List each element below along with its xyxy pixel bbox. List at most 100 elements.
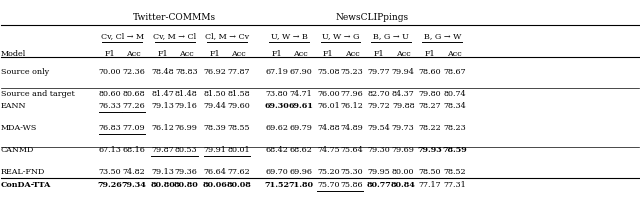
- Text: 75.70: 75.70: [317, 181, 340, 189]
- Text: 81.50: 81.50: [204, 90, 227, 98]
- Text: 80.74: 80.74: [443, 90, 466, 98]
- Text: 80.00: 80.00: [392, 168, 415, 176]
- Text: 78.60: 78.60: [419, 68, 442, 76]
- Text: 80.60: 80.60: [99, 90, 122, 98]
- Text: 79.93: 79.93: [418, 146, 442, 154]
- Text: 77.31: 77.31: [443, 181, 466, 189]
- Text: 78.59: 78.59: [442, 146, 467, 154]
- Text: 67.19: 67.19: [266, 68, 289, 76]
- Text: 80.68: 80.68: [122, 90, 145, 98]
- Text: EANN: EANN: [1, 102, 26, 110]
- Text: 81.48: 81.48: [175, 90, 198, 98]
- Text: Cv, M → Cl: Cv, M → Cl: [153, 32, 196, 40]
- Text: 79.94: 79.94: [392, 68, 415, 76]
- Text: NewsCLIPpings: NewsCLIPpings: [335, 13, 408, 22]
- Text: 79.87: 79.87: [151, 146, 174, 154]
- Text: 79.54: 79.54: [367, 124, 390, 132]
- Text: Source and target: Source and target: [1, 90, 74, 98]
- Text: Acc: Acc: [126, 50, 141, 58]
- Text: F1: F1: [157, 50, 168, 58]
- Text: Acc: Acc: [396, 50, 411, 58]
- Text: Model: Model: [1, 50, 26, 58]
- Text: 76.99: 76.99: [175, 124, 198, 132]
- Text: 79.16: 79.16: [175, 102, 198, 110]
- Text: Acc: Acc: [344, 50, 360, 58]
- Text: Cv, Cl → M: Cv, Cl → M: [100, 32, 144, 40]
- Text: 79.95: 79.95: [367, 168, 390, 176]
- Text: 74.75: 74.75: [317, 146, 340, 154]
- Text: 80.84: 80.84: [391, 181, 415, 189]
- Text: 80.06: 80.06: [203, 181, 227, 189]
- Text: F1: F1: [425, 50, 435, 58]
- Text: 81.47: 81.47: [151, 90, 174, 98]
- Text: 77.96: 77.96: [340, 90, 364, 98]
- Text: 78.23: 78.23: [443, 124, 466, 132]
- Text: 79.26: 79.26: [98, 181, 122, 189]
- Text: F1: F1: [210, 50, 220, 58]
- Text: 78.55: 78.55: [227, 124, 250, 132]
- Text: 69.96: 69.96: [289, 168, 312, 176]
- Text: 76.33: 76.33: [99, 102, 122, 110]
- Text: Source only: Source only: [1, 68, 49, 76]
- Text: 79.77: 79.77: [367, 68, 390, 76]
- Text: U, W → B: U, W → B: [271, 32, 308, 40]
- Text: 77.62: 77.62: [227, 168, 250, 176]
- Text: Acc: Acc: [293, 50, 308, 58]
- Text: 71.52: 71.52: [264, 181, 290, 189]
- Text: B, G → U: B, G → U: [373, 32, 409, 40]
- Text: 73.50: 73.50: [99, 168, 122, 176]
- Text: 75.08: 75.08: [317, 68, 340, 76]
- Text: 80.80: 80.80: [150, 181, 175, 189]
- Text: 76.83: 76.83: [99, 124, 122, 132]
- Text: 74.71: 74.71: [289, 90, 312, 98]
- Text: 76.12: 76.12: [151, 124, 174, 132]
- Text: 70.00: 70.00: [99, 68, 122, 76]
- Text: F1: F1: [323, 50, 333, 58]
- Text: 75.64: 75.64: [340, 146, 364, 154]
- Text: 76.12: 76.12: [340, 102, 364, 110]
- Text: 75.20: 75.20: [317, 168, 340, 176]
- Text: 82.70: 82.70: [367, 90, 390, 98]
- Text: REAL-FND: REAL-FND: [1, 168, 45, 176]
- Text: 80.01: 80.01: [227, 146, 250, 154]
- Text: CANMD: CANMD: [1, 146, 34, 154]
- Text: ConDA-TTA: ConDA-TTA: [1, 181, 51, 189]
- Text: Twitter-COMMMs: Twitter-COMMMs: [133, 13, 216, 22]
- Text: 69.70: 69.70: [266, 168, 289, 176]
- Text: 76.00: 76.00: [317, 90, 340, 98]
- Text: 79.13: 79.13: [151, 168, 174, 176]
- Text: 69.30: 69.30: [265, 102, 289, 110]
- Text: 78.27: 78.27: [419, 102, 442, 110]
- Text: 79.13: 79.13: [151, 102, 174, 110]
- Text: 79.72: 79.72: [367, 102, 390, 110]
- Text: 73.80: 73.80: [266, 90, 289, 98]
- Text: 75.23: 75.23: [340, 68, 364, 76]
- Text: 75.86: 75.86: [340, 181, 364, 189]
- Text: 78.39: 78.39: [204, 124, 227, 132]
- Text: 68.42: 68.42: [266, 146, 289, 154]
- Text: 77.87: 77.87: [227, 68, 250, 76]
- Text: 78.34: 78.34: [443, 102, 466, 110]
- Text: 79.44: 79.44: [204, 102, 227, 110]
- Text: 79.60: 79.60: [227, 102, 250, 110]
- Text: 79.91: 79.91: [204, 146, 227, 154]
- Text: 81.58: 81.58: [227, 90, 250, 98]
- Text: 74.82: 74.82: [122, 168, 145, 176]
- Text: Acc: Acc: [179, 50, 194, 58]
- Text: 78.48: 78.48: [151, 68, 174, 76]
- Text: 79.88: 79.88: [392, 102, 415, 110]
- Text: F1: F1: [105, 50, 115, 58]
- Text: 75.30: 75.30: [340, 168, 364, 176]
- Text: 67.90: 67.90: [289, 68, 312, 76]
- Text: 77.09: 77.09: [122, 124, 145, 132]
- Text: 74.88: 74.88: [317, 124, 340, 132]
- Text: 77.17: 77.17: [419, 181, 442, 189]
- Text: Cl, M → Cv: Cl, M → Cv: [205, 32, 249, 40]
- Text: F1: F1: [272, 50, 282, 58]
- Text: 69.61: 69.61: [288, 102, 314, 110]
- Text: 76.92: 76.92: [204, 68, 227, 76]
- Text: 72.36: 72.36: [122, 68, 145, 76]
- Text: 79.80: 79.80: [419, 90, 442, 98]
- Text: 78.50: 78.50: [419, 168, 442, 176]
- Text: 68.16: 68.16: [122, 146, 145, 154]
